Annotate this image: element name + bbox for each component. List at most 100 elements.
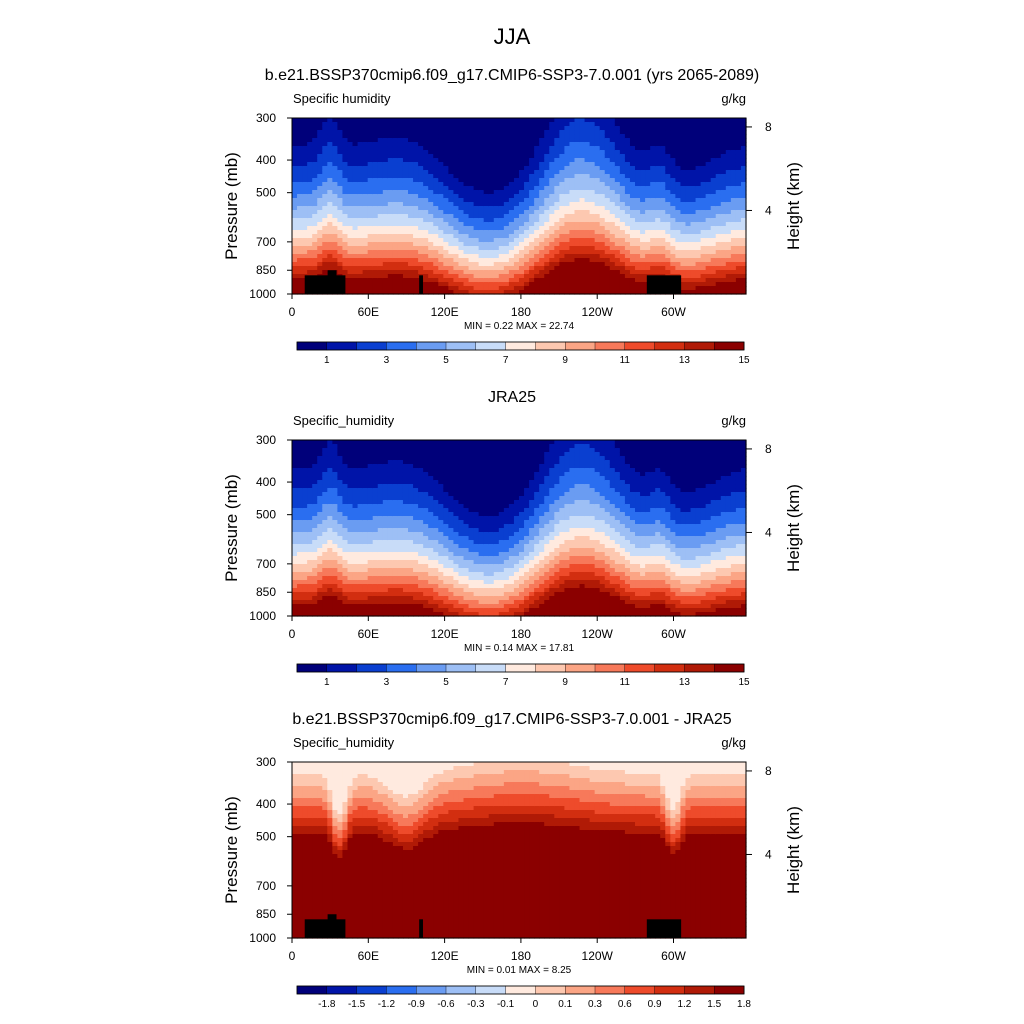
field-cell xyxy=(725,206,732,211)
field-cell xyxy=(478,122,485,127)
field-cell xyxy=(413,134,419,139)
field-cell xyxy=(327,202,333,207)
field-cell xyxy=(589,186,596,191)
field-cell xyxy=(564,262,571,267)
field-cell xyxy=(367,588,374,593)
field-cell xyxy=(397,440,404,445)
field-cell xyxy=(609,194,616,199)
field-cell xyxy=(337,608,344,613)
terrain-mask xyxy=(304,275,346,294)
field-cell xyxy=(493,170,500,175)
field-cell xyxy=(549,270,555,275)
field-cell xyxy=(302,520,308,525)
field-cell xyxy=(660,162,666,167)
field-cell xyxy=(655,242,661,247)
field-cell xyxy=(317,512,323,517)
field-cell xyxy=(624,246,631,251)
field-cell xyxy=(700,234,707,239)
field-cell xyxy=(352,568,359,573)
field-cell xyxy=(705,278,712,283)
field-cell xyxy=(468,214,475,219)
terrain-mask xyxy=(419,275,423,294)
field-cell xyxy=(735,146,742,151)
field-cell xyxy=(624,170,631,175)
field-cell xyxy=(307,242,313,247)
field-cell xyxy=(342,456,349,461)
field-cell xyxy=(307,218,313,223)
field-cell xyxy=(317,448,323,453)
field-cell xyxy=(594,158,601,163)
field-cell xyxy=(640,118,646,123)
field-cell xyxy=(635,286,641,291)
field-cell xyxy=(307,548,313,553)
field-cell xyxy=(357,440,364,445)
field-cell xyxy=(569,134,576,139)
field-cell xyxy=(468,270,475,275)
field-cell xyxy=(357,274,364,279)
field-cell xyxy=(418,250,424,255)
field-cell xyxy=(443,278,449,283)
field-cell xyxy=(635,142,641,147)
field-cell xyxy=(337,552,344,557)
field-cell xyxy=(387,592,394,597)
field-cell xyxy=(463,174,470,179)
field-cell xyxy=(640,278,646,283)
field-cell xyxy=(700,142,707,147)
field-cell xyxy=(312,600,318,605)
field-cell xyxy=(725,166,732,171)
field-cell xyxy=(660,138,666,143)
field-cell xyxy=(352,596,359,601)
field-cell xyxy=(635,118,641,123)
field-cell xyxy=(705,226,712,231)
field-cell xyxy=(307,460,313,465)
field-cell xyxy=(604,210,611,215)
field-cell xyxy=(705,122,712,127)
field-cell xyxy=(488,246,495,251)
field-cell xyxy=(650,194,656,199)
field-cell xyxy=(604,118,611,123)
field-cell xyxy=(387,246,394,251)
field-cell xyxy=(382,154,389,159)
field-cell xyxy=(645,246,651,251)
field-cell xyxy=(413,122,419,127)
field-cell xyxy=(584,178,591,183)
field-cell xyxy=(513,222,520,227)
field-cell xyxy=(387,512,394,517)
field-cell xyxy=(362,162,369,167)
field-cell xyxy=(503,150,510,155)
field-cell xyxy=(397,178,404,183)
field-cell xyxy=(382,452,389,457)
field-cell xyxy=(297,254,303,259)
field-cell xyxy=(362,444,369,449)
field-cell xyxy=(614,266,621,271)
field-cell xyxy=(559,246,565,251)
field-cell xyxy=(549,206,555,211)
field-cell xyxy=(473,266,480,271)
field-cell xyxy=(307,222,313,227)
field-cell xyxy=(665,214,671,219)
field-cell xyxy=(720,250,727,255)
field-cell xyxy=(362,138,369,143)
field-cell xyxy=(665,218,671,223)
field-cell xyxy=(377,516,384,521)
field-cell xyxy=(402,150,409,155)
field-cell xyxy=(579,278,586,283)
field-cell xyxy=(609,142,616,147)
field-cell xyxy=(292,262,298,267)
field-cell xyxy=(382,588,389,593)
field-cell xyxy=(508,122,515,127)
field-cell xyxy=(327,472,333,477)
field-cell xyxy=(513,290,520,295)
field-cell xyxy=(534,126,540,131)
field-cell xyxy=(720,218,727,223)
field-cell xyxy=(740,230,747,235)
field-cell xyxy=(519,250,525,255)
field-cell xyxy=(352,612,359,617)
field-cell xyxy=(675,118,682,123)
field-cell xyxy=(463,130,470,135)
field-cell xyxy=(397,218,404,223)
field-cell xyxy=(599,282,606,287)
field-cell xyxy=(362,170,369,175)
field-cell xyxy=(387,448,394,453)
field-cell xyxy=(544,270,550,275)
